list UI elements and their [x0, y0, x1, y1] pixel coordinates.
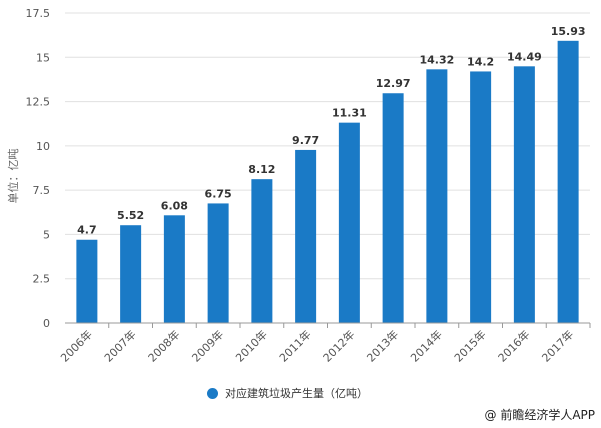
data-label: 14.2	[467, 55, 494, 68]
x-tick-label: 2012年	[320, 327, 357, 364]
x-tick-label: 2013年	[364, 327, 401, 364]
data-label: 15.93	[551, 25, 586, 38]
data-label: 9.77	[292, 134, 319, 147]
data-label: 5.52	[117, 209, 144, 222]
data-label: 14.49	[507, 50, 542, 63]
bar	[470, 71, 492, 323]
bar	[382, 93, 404, 323]
x-tick-label: 2014年	[408, 327, 445, 364]
bar	[76, 239, 98, 323]
bar	[163, 215, 185, 323]
y-tick-label: 2.5	[33, 273, 51, 286]
x-tick-label: 2010年	[233, 327, 270, 364]
data-label: 14.32	[419, 53, 454, 66]
bar	[295, 149, 317, 323]
y-tick-label: 5	[43, 228, 50, 241]
y-tick-label: 17.5	[26, 7, 51, 20]
bar	[207, 203, 229, 323]
x-tick-label: 2008年	[145, 327, 182, 364]
bar	[120, 225, 142, 323]
legend-label: 对应建筑垃圾产生量（亿吨）	[225, 387, 368, 400]
data-label: 4.7	[77, 224, 97, 237]
y-tick-label: 12.5	[26, 96, 51, 109]
y-tick-label: 7.5	[33, 184, 51, 197]
bar	[426, 69, 448, 324]
x-tick-label: 2015年	[451, 327, 488, 364]
bar	[251, 179, 273, 323]
legend-marker	[207, 387, 218, 399]
data-label: 6.08	[161, 199, 188, 212]
x-tick-label: 2011年	[276, 327, 313, 364]
y-tick-label: 15	[36, 51, 50, 64]
data-label: 8.12	[248, 163, 275, 176]
x-tick-label: 2017年	[539, 327, 576, 364]
data-label: 12.97	[376, 77, 411, 90]
x-tick-label: 2009年	[189, 327, 226, 364]
bar	[513, 66, 535, 323]
data-label: 6.75	[205, 187, 232, 200]
bar	[338, 122, 360, 323]
x-tick-label: 2006年	[58, 327, 95, 364]
data-label: 11.31	[332, 107, 367, 120]
bar	[557, 40, 579, 323]
x-tick-label: 2016年	[495, 327, 532, 364]
y-tick-label: 10	[36, 140, 50, 153]
y-tick-label: 0	[43, 317, 50, 330]
y-axis-label: 单位：亿吨	[7, 148, 20, 204]
x-tick-label: 2007年	[101, 327, 138, 364]
legend[interactable]: 对应建筑垃圾产生量（亿吨）	[207, 385, 368, 401]
source-credit: @ 前瞻经济学人APP	[484, 408, 596, 422]
